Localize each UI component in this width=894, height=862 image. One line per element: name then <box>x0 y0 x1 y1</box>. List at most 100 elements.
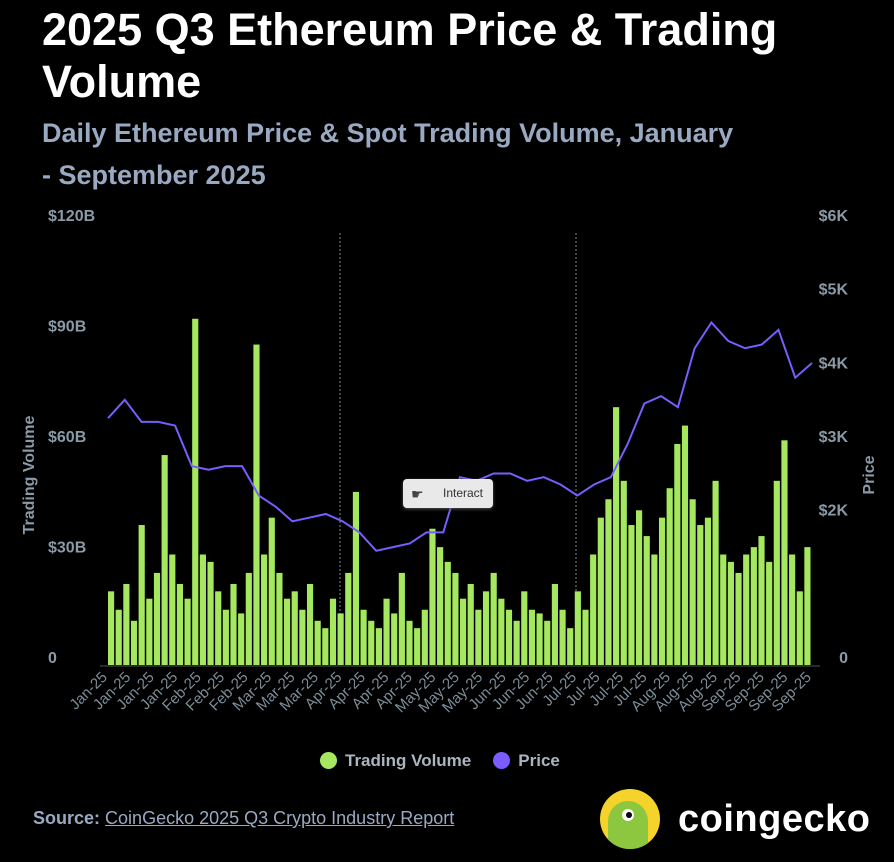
volume-bar <box>375 628 382 665</box>
volume-bar <box>674 444 681 665</box>
y-left-tick: 0 <box>48 650 57 667</box>
volume-bar <box>130 620 138 665</box>
volume-bar <box>720 554 727 665</box>
volume-bar <box>276 572 283 665</box>
volume-bar <box>352 491 360 665</box>
volume-bar <box>758 536 765 665</box>
volume-bar <box>513 620 520 665</box>
volume-bar <box>253 344 260 665</box>
volume-bar <box>184 598 191 665</box>
volume-bar <box>337 613 344 665</box>
volume-bar <box>574 591 581 665</box>
volume-bar <box>398 572 405 665</box>
y-right-tick: $4K <box>819 355 849 372</box>
volume-bar <box>153 572 161 665</box>
volume-bar <box>421 609 428 665</box>
volume-bar <box>108 591 115 665</box>
volume-bar <box>735 572 742 665</box>
volume-bar <box>138 525 145 665</box>
volume-bar <box>245 572 252 665</box>
volume-bar <box>192 318 199 665</box>
volume-bar <box>804 547 811 665</box>
legend-label: Trading Volume <box>345 751 472 770</box>
volume-bar <box>490 572 497 665</box>
coingecko-logo: coingecko <box>600 789 870 849</box>
volume-bar <box>161 455 168 665</box>
y-right-tick: $3K <box>819 429 849 446</box>
y-right-tick: $6K <box>819 208 849 225</box>
y-right-tick: $2K <box>819 503 849 520</box>
gecko-icon <box>600 789 660 849</box>
volume-bar <box>521 591 528 665</box>
volume-bar <box>613 407 620 665</box>
price-line <box>107 320 813 552</box>
volume-bar <box>176 583 184 665</box>
volume-bar <box>444 561 451 665</box>
volume-bar <box>727 561 734 665</box>
volume-bar <box>498 598 505 665</box>
volume-bar <box>215 591 222 665</box>
volume-bar <box>666 488 673 665</box>
source-note: Source: CoinGecko 2025 Q3 Crypto Industr… <box>33 808 454 829</box>
volume-bar <box>681 425 689 665</box>
brand-name: coingecko <box>678 797 871 840</box>
volume-bar <box>704 517 712 665</box>
y-left-tick: $30B <box>48 540 86 557</box>
y-right-tick: $5K <box>819 282 849 299</box>
volume-bar <box>712 480 719 665</box>
legend: Trading Volume Price <box>320 751 560 771</box>
volume-bar <box>697 525 704 665</box>
volume-bar <box>429 528 436 665</box>
source-link[interactable]: CoinGecko 2025 Q3 Crypto Industry Report <box>105 808 455 828</box>
volume-bar <box>628 525 635 665</box>
volume-bar <box>643 536 650 665</box>
volume-bar <box>123 583 130 665</box>
volume-bar <box>766 561 773 665</box>
y-left-label: Trading Volume <box>21 415 38 534</box>
volume-bar <box>597 517 604 665</box>
volume-bar <box>383 598 390 665</box>
volume-bar <box>268 517 275 665</box>
volume-bar <box>475 609 482 665</box>
y-right-label: Price <box>861 455 878 494</box>
legend-item-volume[interactable]: Trading Volume <box>320 751 471 771</box>
y-left-tick: $60B <box>48 429 86 446</box>
volume-bar <box>360 609 367 665</box>
volume-bar <box>651 554 658 665</box>
volume-bar <box>406 620 413 665</box>
chart-title: 2025 Q3 Ethereum Price & Trading Volume <box>42 4 778 107</box>
volume-bar <box>773 480 780 665</box>
volume-bar <box>414 628 421 665</box>
volume-bar <box>567 628 574 665</box>
legend-item-price[interactable]: Price <box>493 751 560 771</box>
volume-bar <box>169 554 176 665</box>
volume-bar <box>505 609 513 665</box>
volume-bar <box>306 583 314 665</box>
volume-bar <box>551 583 558 665</box>
volume-bar <box>452 572 459 665</box>
volume-bar <box>743 554 750 665</box>
volume-bar <box>796 591 803 665</box>
volume-bar <box>230 583 237 665</box>
interact-label: Interact <box>443 486 484 500</box>
y-left-tick: $120B <box>48 208 95 225</box>
volume-bar <box>329 598 337 665</box>
volume-bar <box>115 609 122 665</box>
volume-bar <box>314 620 321 665</box>
interact-button[interactable]: ☛ Interact <box>403 479 493 508</box>
volume-bar <box>482 591 490 665</box>
volume-bar <box>299 609 306 665</box>
volume-bar <box>345 572 352 665</box>
y-right-tick: 0 <box>839 650 848 667</box>
volume-bar <box>620 480 627 665</box>
volume-bar <box>460 598 467 665</box>
volume-bar <box>789 554 796 665</box>
legend-label: Price <box>518 751 560 770</box>
volume-bar <box>238 613 245 665</box>
source-label: Source: <box>33 808 101 828</box>
hand-pointer-icon: ☛ <box>411 486 424 502</box>
volume-bar <box>322 628 329 665</box>
volume-bar <box>368 620 375 665</box>
volume-bar <box>437 547 444 665</box>
